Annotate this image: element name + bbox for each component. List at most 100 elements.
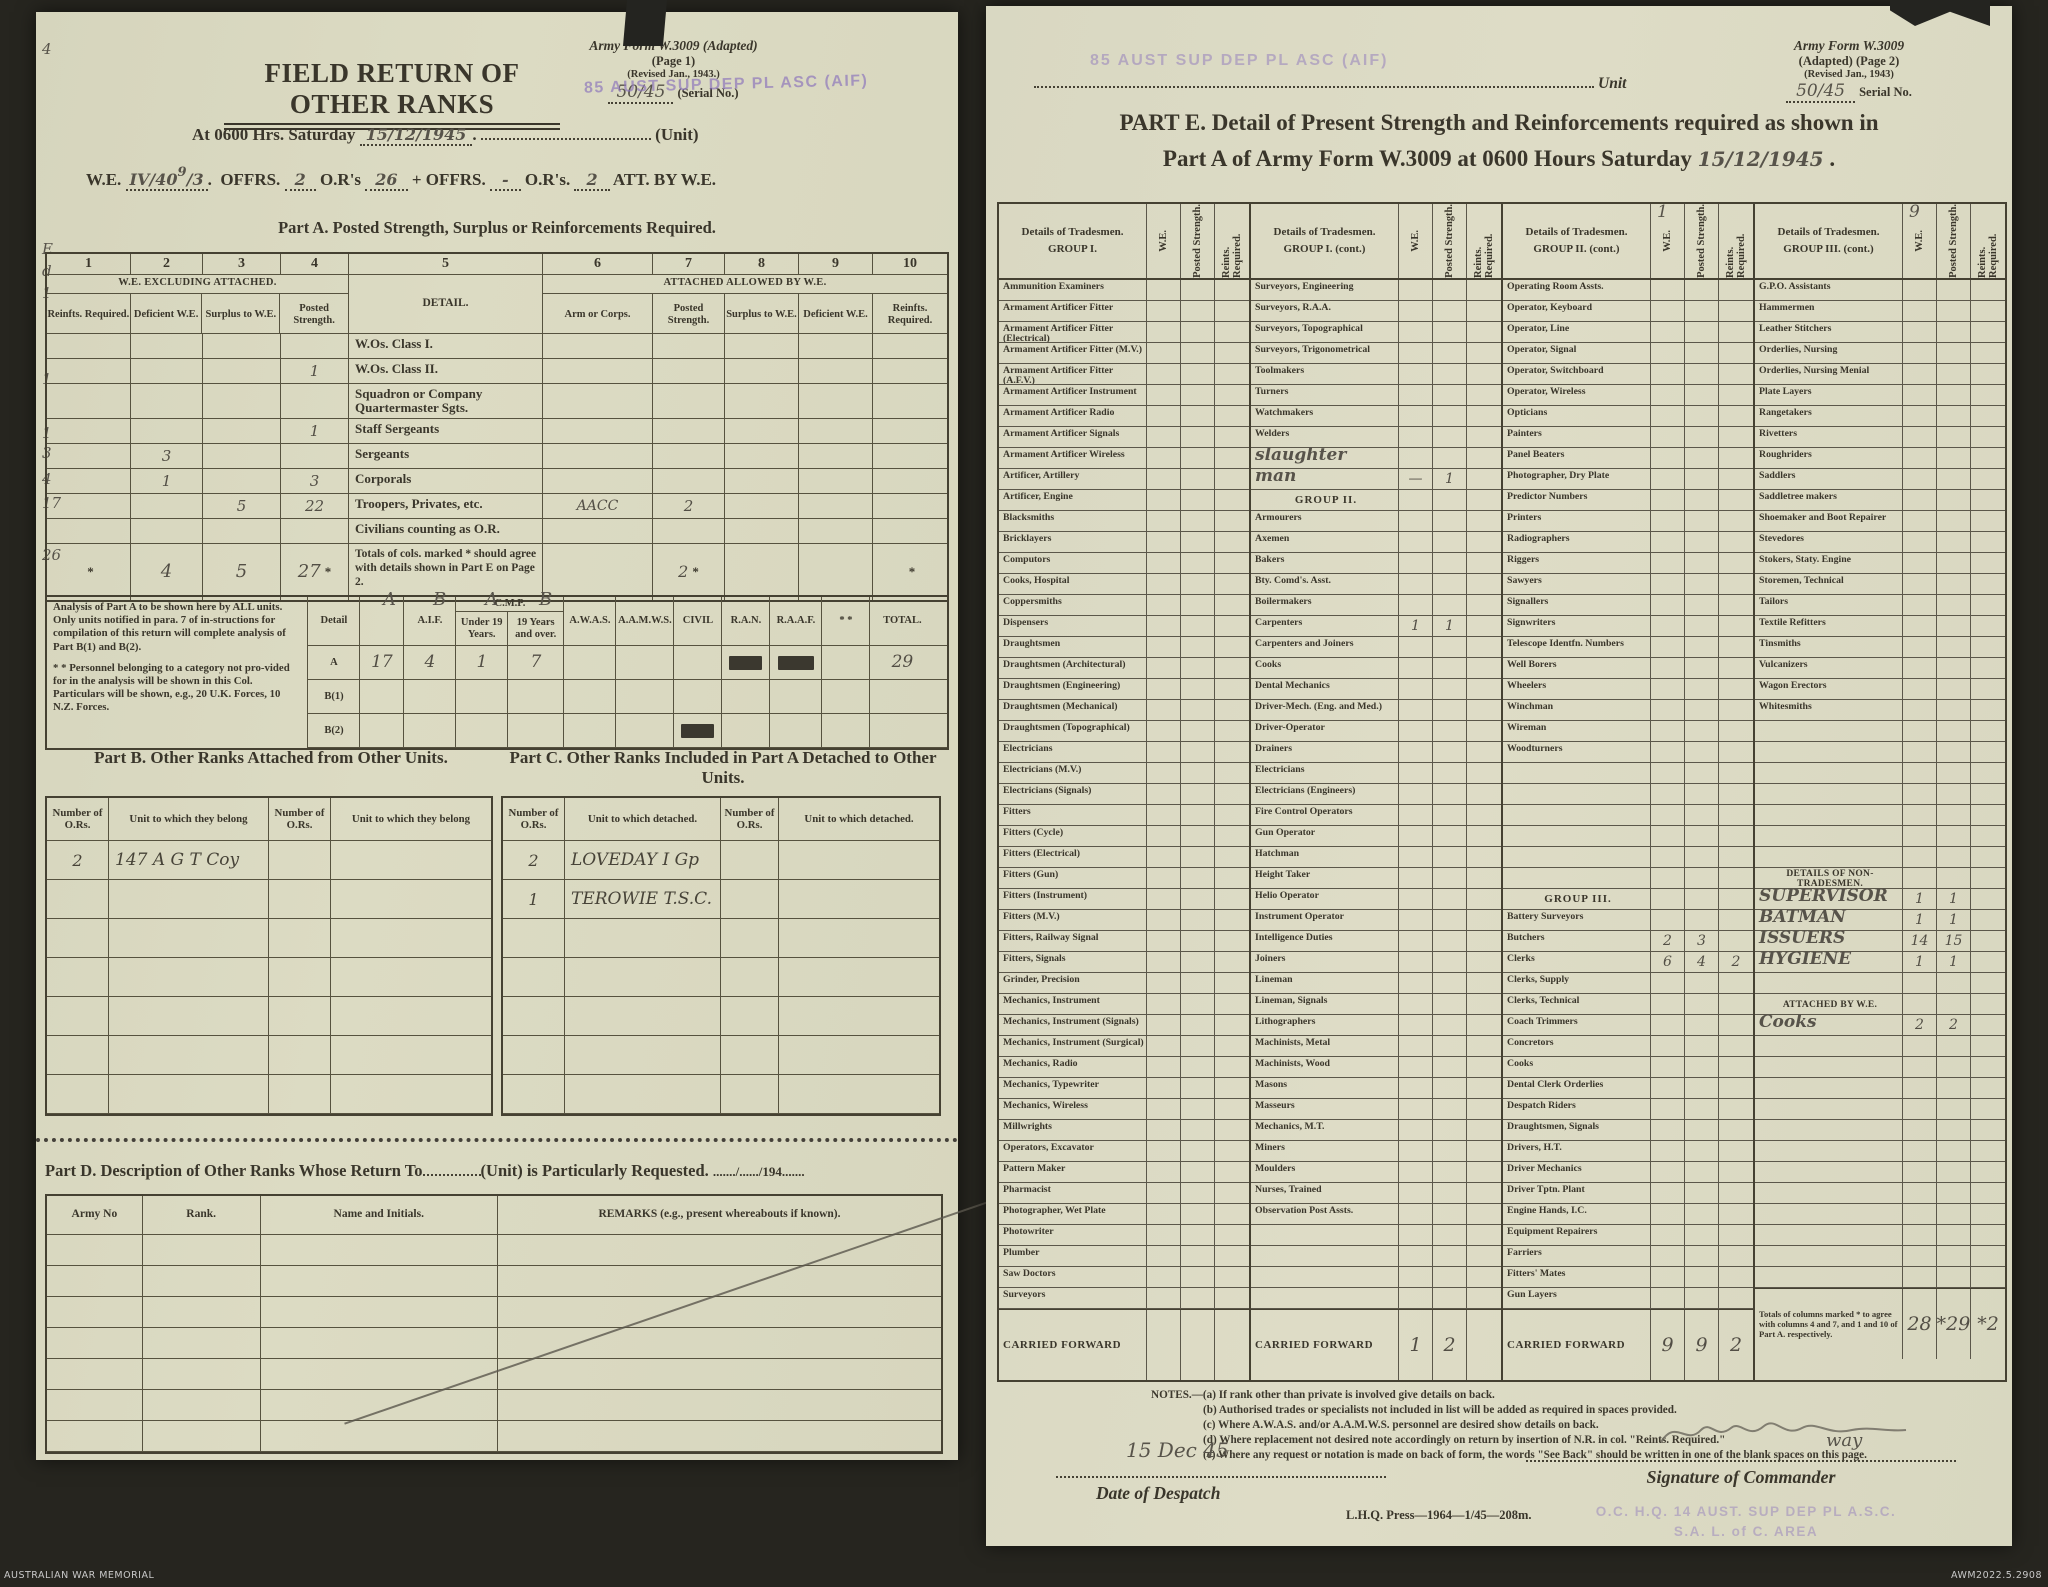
we-cell bbox=[1651, 637, 1685, 657]
tradesman-label: Surveyors, Trigonometrical bbox=[1251, 343, 1399, 363]
bc-header: Number of O.Rs. bbox=[47, 798, 109, 840]
rr-cell bbox=[1467, 973, 1501, 993]
handwritten-total: 2 bbox=[1729, 1333, 1743, 1356]
tradesman-row: Fitters, Signals bbox=[999, 952, 1249, 973]
bc-cell bbox=[721, 1075, 779, 1113]
analysis-header-mark: B bbox=[539, 589, 553, 610]
tradesman-label: Whitesmiths bbox=[1755, 700, 1903, 720]
we-cell bbox=[1399, 406, 1433, 426]
rr-cell bbox=[1719, 385, 1753, 405]
ps-cell bbox=[1433, 448, 1467, 468]
tradesman-label: Clerks, Supply bbox=[1503, 973, 1651, 993]
tradesman-label bbox=[1503, 784, 1651, 804]
rr-cell bbox=[1467, 490, 1501, 510]
ps-cell bbox=[1433, 1078, 1467, 1098]
tradesman-label: DETAILS OF NON-TRADESMEN. bbox=[1755, 868, 1903, 888]
part-d-cell bbox=[47, 1266, 143, 1296]
vertical-header-text: Reints. Required. bbox=[1220, 233, 1243, 278]
analysis-header-mark: B bbox=[433, 589, 447, 610]
handwritten-value: 3 bbox=[161, 446, 172, 465]
we-cell bbox=[1903, 679, 1937, 699]
tradesman-row: Observation Post Assts. bbox=[1251, 1204, 1501, 1225]
rr-cell bbox=[1971, 763, 2005, 783]
tradesman-label: Operator, Switchboard bbox=[1503, 364, 1651, 384]
att-posted-strength-cell bbox=[653, 334, 725, 358]
rr-cell bbox=[1467, 1057, 1501, 1077]
tradesman-label: Armament Artificer Fitter (Electrical) bbox=[999, 322, 1147, 342]
rr-cell bbox=[1467, 364, 1501, 384]
rr-cell bbox=[1971, 637, 2005, 657]
rr-cell bbox=[1467, 469, 1501, 489]
rr-cell bbox=[1971, 1204, 2005, 1224]
att-reinfts-cell bbox=[873, 334, 947, 358]
ors2-value: 2 bbox=[574, 170, 610, 191]
group-header-row: Details of Tradesmen. GROUP II. (cont.) W.… bbox=[1503, 202, 1753, 280]
perforation-line bbox=[36, 1138, 958, 1142]
we-cell bbox=[1903, 511, 1937, 531]
posted-strength-cell bbox=[281, 334, 349, 358]
ps-cell bbox=[1181, 679, 1215, 699]
we-cell bbox=[1147, 1225, 1181, 1245]
tradesman-row: Rivetters bbox=[1755, 427, 2005, 448]
part-d-cell bbox=[498, 1421, 941, 1451]
we-cell bbox=[1399, 301, 1433, 321]
handwritten-entry: TEROWIE T.S.C. bbox=[571, 889, 712, 909]
tradesman-row: DETAILS OF NON-TRADESMEN. bbox=[1755, 868, 2005, 889]
ps-cell bbox=[1685, 1246, 1719, 1266]
we-cell bbox=[1399, 847, 1433, 867]
part-d-cell bbox=[47, 1235, 143, 1265]
ps-cell bbox=[1685, 364, 1719, 384]
ps-cell bbox=[1433, 700, 1467, 720]
we-cell bbox=[1147, 1078, 1181, 1098]
rr-cell bbox=[1971, 1015, 2005, 1035]
column-number: 6 bbox=[543, 254, 653, 274]
brought-forward-mark: 1 bbox=[1657, 202, 1668, 222]
tradesman-label: Armament Artificer Fitter bbox=[999, 301, 1147, 321]
we-cell bbox=[1903, 448, 1937, 468]
reints-column-header: Reints. Required. bbox=[1215, 204, 1249, 278]
tradesman-row: Draughtsmen (Topographical) bbox=[999, 721, 1249, 742]
ps-cell bbox=[1433, 1141, 1467, 1161]
we-cell bbox=[1399, 700, 1433, 720]
ps-cell bbox=[1181, 616, 1215, 636]
analysis-value-cell bbox=[822, 646, 871, 679]
ps-cell bbox=[1181, 1078, 1215, 1098]
ps-cell bbox=[1433, 931, 1467, 951]
brought-forward-mark: 9 bbox=[1909, 202, 1920, 222]
rr-cell bbox=[1971, 952, 2005, 972]
we-cell bbox=[1651, 364, 1685, 384]
tradesman-label: Coppersmiths bbox=[999, 595, 1147, 615]
tradesman-row: Operator, Keyboard bbox=[1503, 301, 1753, 322]
despatch-dotted-line bbox=[1056, 1462, 1386, 1478]
ps-cell bbox=[1433, 406, 1467, 426]
tradesman-label: Operator, Keyboard bbox=[1503, 301, 1651, 321]
rr-cell bbox=[1215, 532, 1249, 552]
ps-cell bbox=[1937, 784, 1971, 804]
we-cell bbox=[1399, 1015, 1433, 1035]
ps-cell bbox=[1433, 1246, 1467, 1266]
tradesman-row: Fitters (Instrument) bbox=[999, 889, 1249, 910]
deficient-we-cell bbox=[131, 334, 203, 358]
ps-cell bbox=[1937, 679, 1971, 699]
tradesman-row: Gun Layers bbox=[1503, 1288, 1753, 1309]
analysis-notes: Analysis of Part A to be shown here by A… bbox=[47, 597, 309, 748]
ps-cell bbox=[1685, 658, 1719, 678]
ps-cell bbox=[1685, 322, 1719, 342]
handwritten-value: 27 bbox=[297, 561, 321, 582]
bc-cell bbox=[779, 1036, 939, 1074]
rr-cell bbox=[1215, 385, 1249, 405]
deficient-we-cell bbox=[131, 419, 203, 443]
tradesman-row: Operator, Switchboard bbox=[1503, 364, 1753, 385]
we-cell bbox=[1147, 280, 1181, 300]
we-cell: 2 bbox=[1651, 931, 1685, 951]
ps-cell bbox=[1181, 931, 1215, 951]
analysis-value-cell bbox=[404, 714, 457, 747]
rr-cell bbox=[1215, 889, 1249, 909]
analysis-header-row: Detail A.I.F. C.M.P. Under 19 Years. 19 Year… bbox=[308, 597, 947, 646]
ps-cell bbox=[1181, 910, 1215, 930]
posted-strength-cell: 22 bbox=[281, 494, 349, 518]
ps-cell bbox=[1937, 595, 1971, 615]
we-cell bbox=[1399, 889, 1433, 909]
signature-label: Signature of Commander bbox=[1646, 1467, 1836, 1487]
tradesman-row: Bakers bbox=[1251, 553, 1501, 574]
